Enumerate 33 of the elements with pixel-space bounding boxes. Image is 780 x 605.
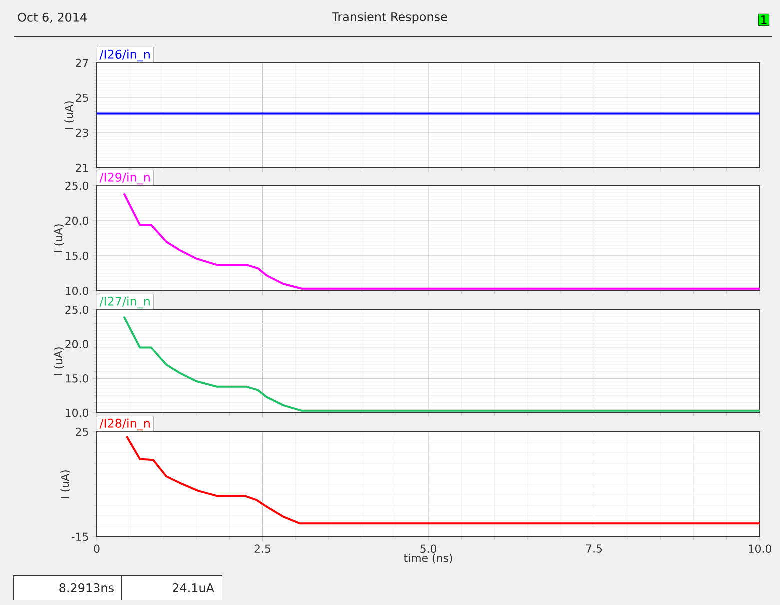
x-tick-label: 0 xyxy=(94,544,100,554)
y-tick-label: 25 xyxy=(76,94,88,102)
y-tick-label: 25 xyxy=(76,428,88,436)
y-axis-title: I (uA) xyxy=(54,348,64,376)
chart-title: Transient Response xyxy=(332,12,448,24)
text: 8.2913ns xyxy=(60,583,114,593)
y-axis-title: I (uA) xyxy=(64,102,74,130)
y-tick-label: -15 xyxy=(72,532,88,542)
y-tick-label: 25.0 xyxy=(66,182,88,190)
series-label: /I28/in_n xyxy=(100,418,150,431)
y-tick-label: 21 xyxy=(76,164,88,172)
text: Oct 6, 2014 xyxy=(18,12,87,24)
y-tick-label: 10.0 xyxy=(66,408,88,418)
x-axis-title: time (ns) xyxy=(404,554,452,564)
series-label: /I27/in_n xyxy=(100,296,150,309)
text: 1 xyxy=(762,16,767,24)
series-label: /I29/in_n xyxy=(100,172,150,185)
y-tick-label: 15.0 xyxy=(66,374,88,383)
y-tick-label: 25.0 xyxy=(66,306,88,314)
x-tick-label: 2.5 xyxy=(254,544,271,554)
text: /I26/in_n xyxy=(100,50,150,62)
y-axis-title: I (uA) xyxy=(54,224,64,252)
x-tick-label: 5.0 xyxy=(420,544,436,554)
x-tick-label: 10.0 xyxy=(749,544,772,554)
y-tick-label: 15.0 xyxy=(66,252,88,260)
x-tick-label: 7.5 xyxy=(586,544,602,553)
text: 24.1uA xyxy=(172,583,214,593)
y-tick-label: 27 xyxy=(76,58,88,68)
y-tick-label: 20.0 xyxy=(66,340,88,348)
y-tick-label: 23 xyxy=(76,128,88,138)
y-tick-label: 20.0 xyxy=(66,216,88,226)
y-axis-title: I (uA) xyxy=(60,470,70,498)
y-tick-label: 10.0 xyxy=(66,286,88,296)
